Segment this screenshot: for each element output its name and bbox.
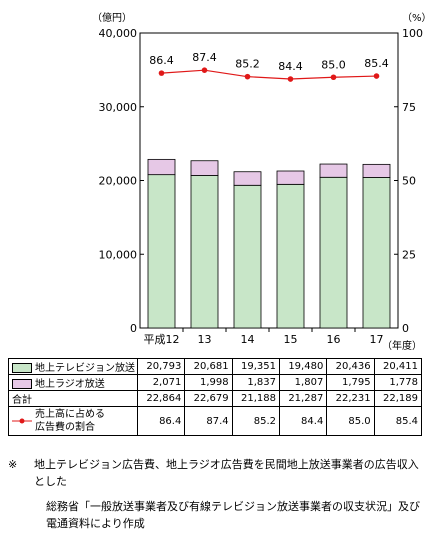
x-tick-label: 13: [198, 333, 212, 346]
ratio-data-label: 85.4: [364, 57, 389, 70]
ratio-line: [161, 69, 377, 80]
radio-bar: [319, 163, 348, 178]
ratio-point: [158, 70, 165, 76]
left-tick-label: 40,000: [99, 27, 138, 40]
table-cell: 85.2: [231, 406, 280, 436]
tv-bar: [319, 176, 348, 329]
source-text: 総務省「一般放送事業者及び有線テレビジョン放送事業者の収支状況」及び電通資料によ…: [46, 500, 420, 530]
row-label-text: 売上高に占める 広告費の割合: [35, 408, 105, 434]
x-tick-label: 14: [241, 333, 255, 346]
note-mark: ※: [8, 458, 18, 471]
table-cell: 85.0: [326, 406, 375, 436]
radio-bar: [276, 170, 305, 185]
tv-bar: [362, 177, 391, 329]
table-cell: 85.4: [373, 406, 423, 436]
table-cell: 1,795: [326, 374, 375, 391]
table-cell: 19,480: [278, 358, 328, 375]
row-label: 地上ラジオ放送: [8, 374, 138, 391]
right-tick-label: 25: [402, 248, 416, 261]
table-row-ratio: 売上高に占める 広告費の割合 86.4 87.4 85.2 84.4 85.0 8…: [8, 406, 423, 436]
ratio-point: [287, 76, 294, 82]
table-cell: 22,231: [326, 390, 375, 407]
x-tick-label: 16: [327, 333, 341, 346]
table-cell: 22,864: [136, 390, 186, 407]
table-cell: 20,793: [136, 358, 186, 375]
ratio-data-label: 85.2: [235, 58, 260, 71]
chart: 0 10,000 20,000 30,000 40,000 0 25 50 75 100 （億円） （…: [92, 11, 430, 352]
ratio-label-line2: 広告費の割合: [35, 422, 95, 433]
radio-bar: [362, 163, 391, 178]
table-cell: 20,436: [326, 358, 375, 375]
x-tick-label: 15: [284, 333, 298, 346]
table-row-radio: 地上ラジオ放送 2,071 1,998 1,837 1,807 1,795 1,…: [8, 374, 423, 391]
row-label-text: 地上テレビジョン放送: [35, 363, 135, 374]
left-axis-unit: （億円）: [92, 11, 132, 24]
x-tick-label: 平成12: [144, 333, 180, 346]
right-tick-label: 75: [402, 101, 416, 114]
ratio-data-label: 84.4: [278, 60, 303, 73]
data-table: 地上テレビジョン放送 20,793 20,681 19,351 19,480 2…: [8, 358, 423, 436]
ratio-point: [373, 73, 380, 79]
left-tick-label: 10,000: [99, 248, 138, 261]
left-tick-label: 0: [130, 322, 137, 335]
table-cell: 84.4: [278, 406, 328, 436]
tv-bar: [147, 174, 176, 329]
table-cell: 21,188: [231, 390, 280, 407]
table-row-tv: 地上テレビジョン放送 20,793 20,681 19,351 19,480 2…: [8, 358, 423, 375]
ratio-data-label: 86.4: [149, 54, 174, 67]
ratio-point: [201, 67, 208, 73]
ratio-legend-line: [12, 418, 32, 424]
row-label-text: 地上ラジオ放送: [35, 379, 105, 390]
ratio-point: [244, 73, 251, 80]
table-cell: 22,679: [184, 390, 233, 407]
row-label: 合計: [8, 390, 138, 407]
table-cell: 87.4: [184, 406, 233, 436]
table-cell: 1,778: [373, 374, 423, 391]
table-cell: 1,837: [231, 374, 280, 391]
x-tick-label: 17: [370, 333, 384, 346]
left-tick-label: 30,000: [99, 101, 138, 114]
row-label-text: 合計: [12, 395, 32, 406]
table-cell: 19,351: [231, 358, 280, 375]
tv-legend-swatch: [12, 363, 32, 373]
table-row-total: 合計 22,864 22,679 21,188 21,287 22,231 22…: [8, 390, 423, 407]
right-axis-unit: （%）: [402, 12, 430, 24]
ratio-data-label: 85.0: [321, 58, 346, 71]
table-cell: 22,189: [373, 390, 423, 407]
ratio-label-line1: 売上高に占める: [35, 409, 105, 420]
row-label: 地上テレビジョン放送: [8, 358, 138, 375]
footnote-text: 地上テレビジョン広告費、地上ラジオ広告費を民間地上放送事業者の広告収入とした: [34, 458, 419, 488]
radio-bar: [233, 171, 262, 186]
tv-bar: [190, 175, 219, 329]
radio-legend-swatch: [12, 379, 32, 389]
table-cell: 1,998: [184, 374, 233, 391]
radio-bar: [147, 158, 176, 176]
right-tick-label: 0: [402, 322, 409, 335]
x-axis-unit: （年度）: [382, 339, 422, 352]
left-tick-label: 20,000: [99, 175, 138, 188]
table-cell: 21,287: [278, 390, 328, 407]
tv-bar: [276, 183, 305, 329]
radio-bar: [190, 160, 219, 176]
ratio-point: [330, 74, 337, 81]
row-label: 売上高に占める 広告費の割合: [8, 406, 138, 436]
table-cell: 20,411: [373, 358, 423, 375]
ratio-data-label: 87.4: [192, 51, 217, 64]
table-cell: 2,071: [136, 374, 186, 391]
table-cell: 1,807: [278, 374, 328, 391]
table-cell: 86.4: [136, 406, 186, 436]
tv-bar: [233, 184, 262, 329]
right-tick-label: 100: [402, 27, 423, 40]
table-cell: 20,681: [184, 358, 233, 375]
footnotes: ※ 地上テレビジョン広告費、地上ラジオ広告費を民間地上放送事業者の広告収入とした…: [8, 456, 424, 532]
right-tick-label: 50: [402, 175, 416, 188]
